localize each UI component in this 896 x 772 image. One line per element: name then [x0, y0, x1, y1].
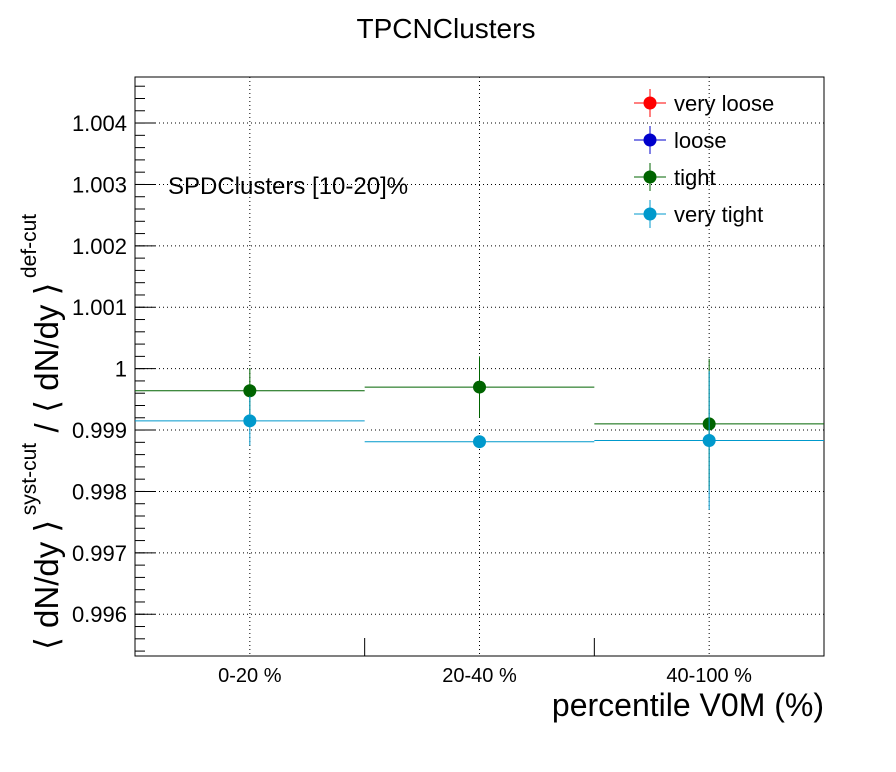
data-layer — [135, 356, 824, 510]
y-title-num: ⟨ dN/dy ⟩ — [28, 520, 65, 650]
y-tick-label: 0.996 — [72, 602, 127, 627]
legend-marker — [643, 133, 657, 147]
legend-label: tight — [674, 165, 716, 190]
chart-title: TPCNClusters — [357, 13, 536, 44]
y-axis-ticks: 0.996 0.997 0.998 0.999 1 1.001 1.002 1.003 1.00… — [72, 85, 155, 652]
y-tick-label: 1.003 — [72, 172, 127, 197]
data-point — [243, 384, 257, 398]
data-point — [702, 433, 716, 447]
y-tick-label: 0.998 — [72, 479, 127, 504]
legend-marker — [643, 207, 657, 221]
x-tick-label: 40-100 % — [666, 665, 752, 687]
legend-label: loose — [674, 128, 727, 153]
annotation-text: SPDClusters [10-20]% — [168, 173, 408, 200]
x-tick-label: 20-40 % — [442, 665, 517, 687]
y-title-divider: / — [28, 422, 65, 432]
y-title-den: ⟨ dN/dy ⟩ — [28, 283, 65, 413]
plot-frame — [134, 76, 825, 657]
data-point — [473, 380, 486, 394]
legend-marker — [643, 96, 657, 110]
data-point — [473, 435, 486, 449]
grid-layer — [135, 77, 824, 656]
y-tick-label: 1 — [115, 357, 127, 382]
x-axis-ticks: 0-20 % 20-40 % 40-100 % — [218, 638, 752, 687]
y-tick-label: 1.001 — [72, 295, 127, 320]
y-title-den-sup: def-cut — [18, 214, 41, 278]
y-tick-label: 0.997 — [72, 541, 127, 566]
y-tick-label: 1.002 — [72, 234, 127, 259]
y-axis-title: ⟨ dN/dy ⟩ syst-cut / ⟨ dN/dy ⟩ def-cut — [18, 214, 65, 650]
legend-marker — [643, 170, 657, 184]
data-point — [243, 414, 257, 428]
legend-label: very loose — [674, 91, 774, 116]
legend-label: very tight — [674, 202, 763, 227]
x-axis-title: percentile V0M (%) — [552, 687, 824, 723]
svg-text:⟨ dN/dy ⟩ syst-cut: ⟨ dN/dy ⟩ syst-cut / ⟨ dN/dy ⟩ def-cut — [18, 214, 65, 650]
x-tick-label: 0-20 % — [218, 665, 282, 687]
y-title-num-sup: syst-cut — [18, 443, 41, 516]
y-tick-label: 1.004 — [72, 111, 127, 136]
legend: very loose loose tight very tight — [634, 89, 774, 228]
y-tick-label: 0.999 — [72, 418, 127, 443]
